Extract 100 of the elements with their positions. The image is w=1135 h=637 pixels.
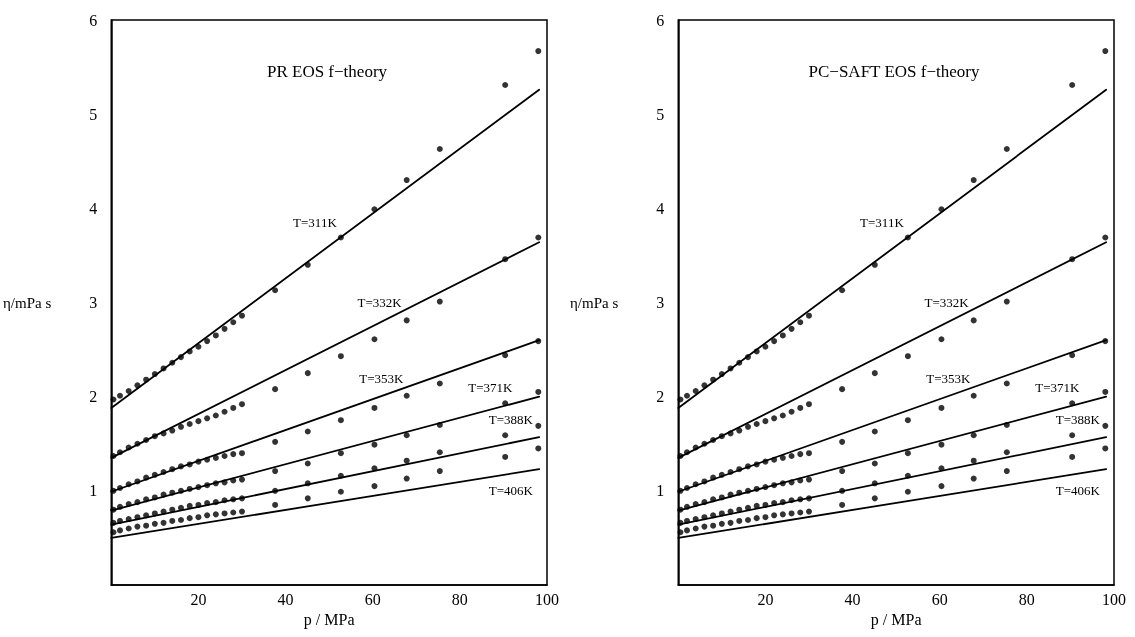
- point: [186, 502, 193, 509]
- point: [904, 488, 911, 495]
- point: [779, 480, 786, 487]
- point: [186, 515, 193, 522]
- point: [701, 523, 708, 530]
- point: [110, 506, 117, 513]
- point: [839, 501, 846, 508]
- point: [736, 427, 743, 434]
- point: [272, 386, 279, 393]
- point: [238, 401, 245, 408]
- text: PR EOS f−theory: [266, 62, 388, 81]
- point: [169, 427, 176, 434]
- point: [304, 495, 311, 502]
- point: [839, 386, 846, 393]
- point: [683, 527, 690, 534]
- point: [502, 81, 509, 88]
- point: [762, 514, 769, 521]
- point: [230, 451, 237, 458]
- x-axis-title: p / MPa: [870, 611, 922, 630]
- point: [143, 512, 150, 519]
- point: [710, 436, 717, 443]
- point: [727, 469, 734, 475]
- series-label: T=332K: [357, 295, 403, 311]
- point: [938, 206, 945, 213]
- point: [304, 370, 311, 377]
- y-tick-label: 6: [89, 11, 98, 29]
- point: [805, 401, 812, 408]
- point: [371, 404, 378, 411]
- y-tick-label: 1: [656, 482, 665, 500]
- point: [1102, 388, 1109, 395]
- point: [871, 261, 878, 268]
- point: [1003, 380, 1010, 387]
- point: [502, 400, 509, 407]
- point: [771, 456, 778, 463]
- point: [177, 354, 184, 361]
- point: [337, 488, 344, 495]
- point: [143, 522, 150, 529]
- series-label: T=388K: [1055, 412, 1101, 428]
- point: [403, 432, 410, 439]
- x-tick-label: 20: [190, 590, 207, 608]
- y-axis-title: η/mPa s: [2, 294, 52, 311]
- point: [403, 457, 410, 464]
- point: [1069, 81, 1076, 88]
- point: [143, 436, 150, 443]
- point: [436, 421, 443, 428]
- point: [238, 476, 245, 483]
- point: [744, 463, 751, 470]
- point: [116, 517, 123, 524]
- point: [143, 376, 150, 383]
- point: [160, 508, 167, 515]
- point: [779, 332, 786, 339]
- point: [502, 453, 509, 460]
- point: [204, 415, 211, 422]
- point: [718, 520, 725, 527]
- series-label: T=332K: [924, 295, 970, 311]
- point: [212, 332, 219, 339]
- point: [677, 452, 684, 459]
- point: [762, 343, 769, 350]
- point: [371, 206, 378, 213]
- point: [151, 520, 158, 527]
- point: [195, 484, 202, 491]
- point: [110, 519, 117, 526]
- point: [779, 412, 786, 419]
- point: [753, 420, 760, 427]
- point: [718, 510, 725, 517]
- point: [677, 396, 684, 403]
- point: [727, 519, 734, 526]
- point: [116, 485, 123, 492]
- point: [436, 146, 443, 153]
- point: [771, 500, 778, 507]
- point: [337, 417, 344, 424]
- point: [797, 319, 804, 326]
- point: [736, 506, 743, 513]
- x-tick-label: 20: [757, 590, 774, 608]
- point: [871, 495, 878, 502]
- point: [230, 319, 237, 326]
- point: [151, 371, 158, 378]
- point: [143, 496, 150, 503]
- point: [701, 440, 708, 447]
- point: [753, 485, 760, 492]
- point: [938, 404, 945, 411]
- point: [1069, 256, 1076, 263]
- point: [238, 495, 245, 502]
- point: [195, 501, 202, 508]
- point: [186, 420, 193, 427]
- point: [683, 503, 690, 510]
- point: [779, 511, 786, 518]
- point: [110, 452, 117, 459]
- point: [204, 512, 211, 519]
- point: [151, 510, 158, 517]
- point: [151, 494, 158, 501]
- point: [337, 234, 344, 241]
- point: [160, 365, 167, 372]
- point: [805, 508, 812, 515]
- x-tick-label: 100: [535, 590, 559, 608]
- point: [221, 510, 228, 517]
- point: [701, 499, 708, 506]
- point: [125, 516, 132, 523]
- y-tick-label: 2: [656, 388, 665, 406]
- series-label: T=311K: [860, 214, 905, 230]
